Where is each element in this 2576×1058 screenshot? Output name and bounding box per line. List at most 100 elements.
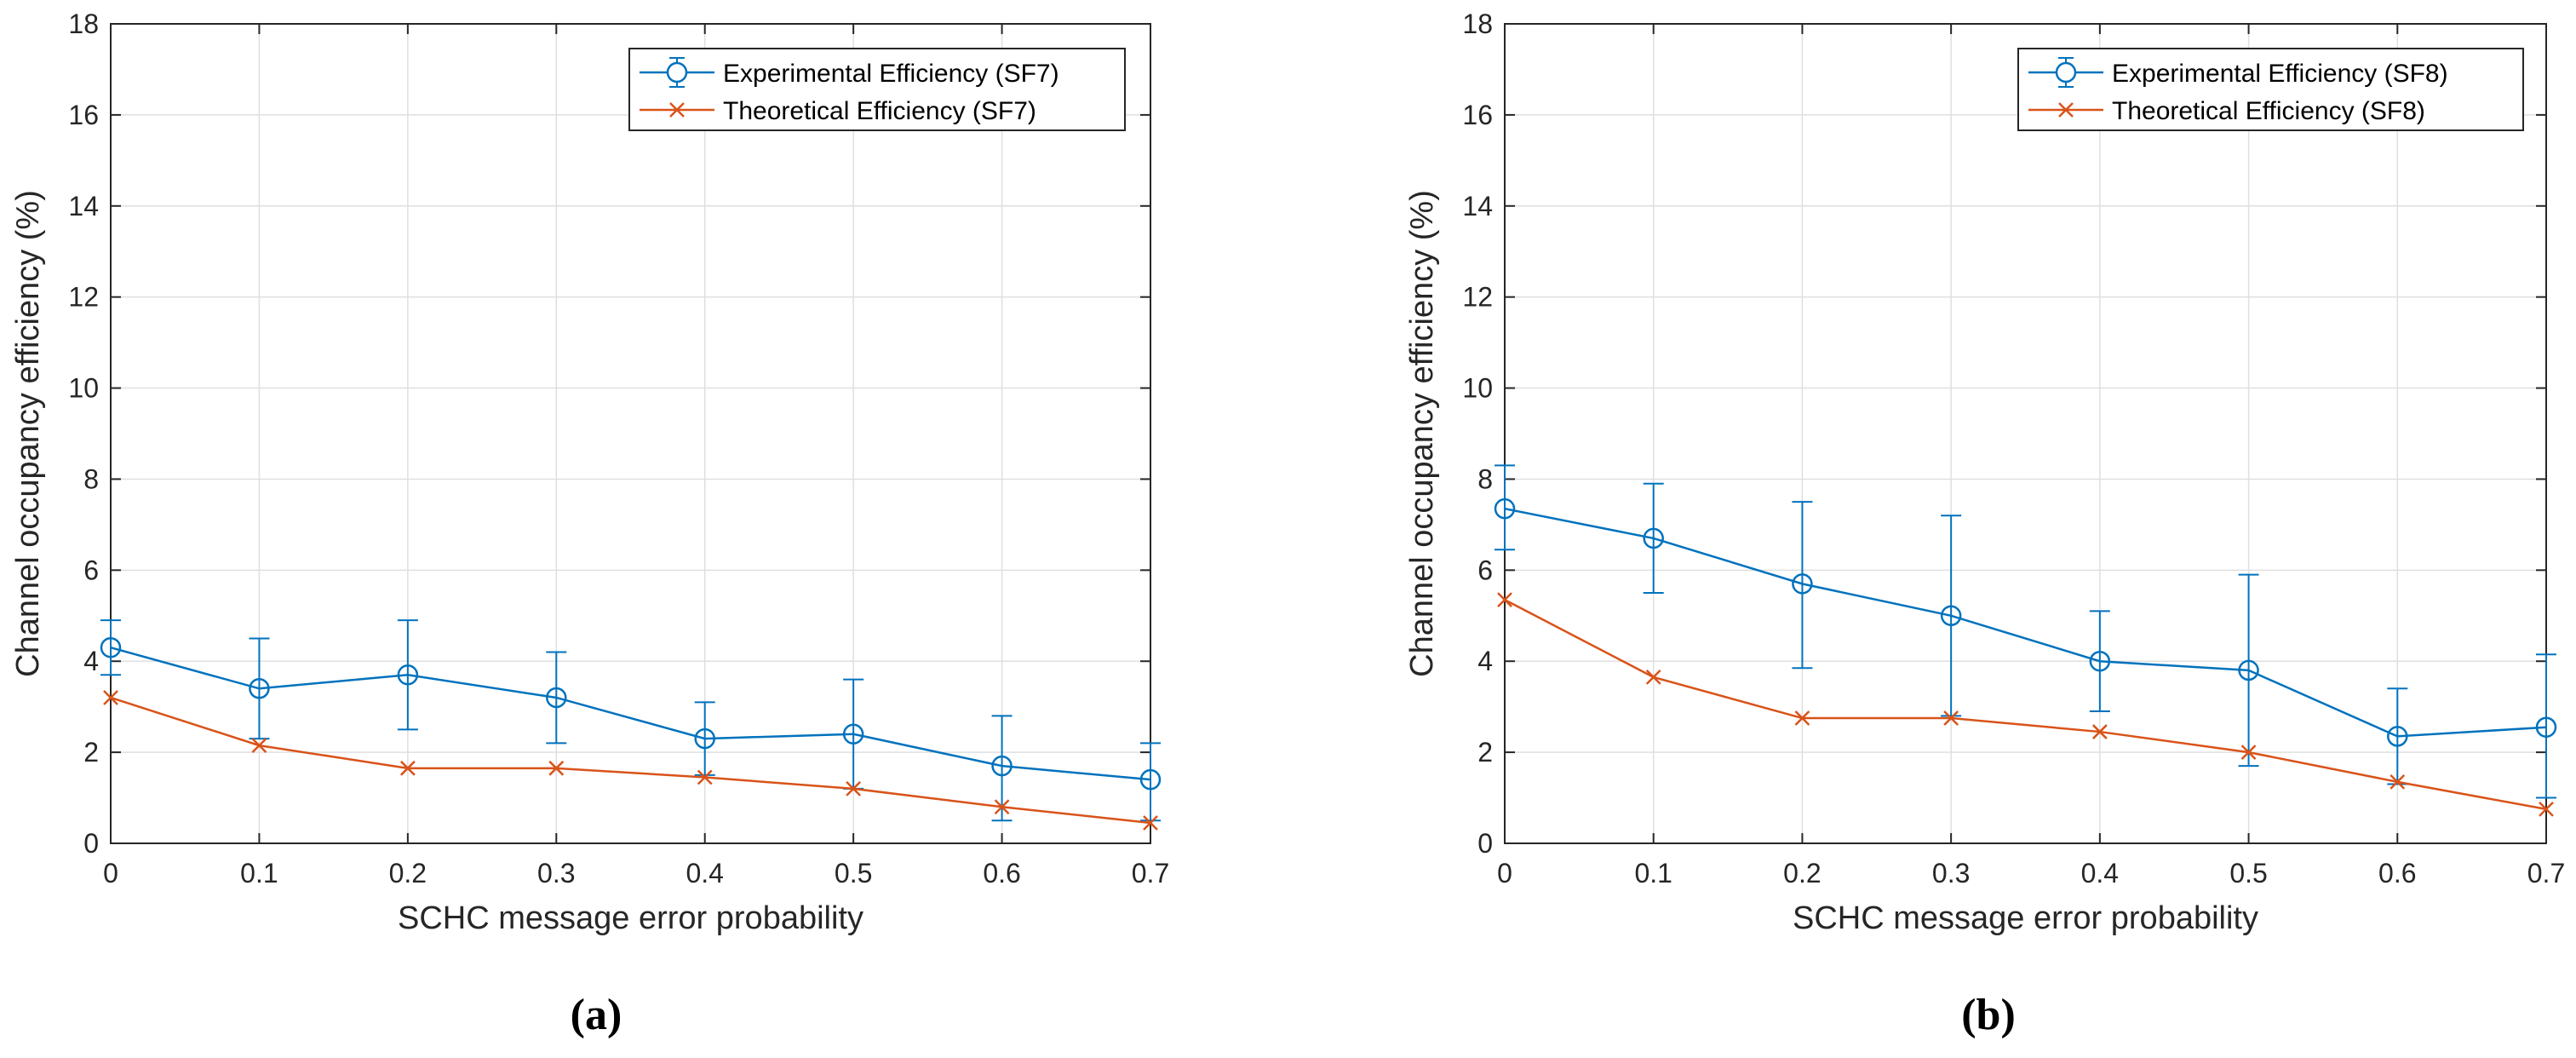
- subfigure-caption: (b): [1961, 991, 2016, 1039]
- x-marker-stroke: [2390, 773, 2406, 790]
- legend-box: [2017, 48, 2524, 131]
- x-marker-stroke: [846, 780, 862, 796]
- legend-box: [628, 48, 1126, 131]
- error-bar: [1792, 501, 1813, 670]
- series-experimental: [1494, 464, 2557, 799]
- x-marker-stroke: [994, 799, 1010, 815]
- x-tick-label: 0.3: [1932, 858, 1970, 888]
- data-point: [994, 799, 1010, 815]
- legend-marker: [669, 102, 685, 118]
- y-tick-label: 16: [68, 100, 99, 130]
- x-tick-label: 0.1: [1634, 858, 1672, 888]
- axes-box: [110, 23, 1151, 844]
- x-marker-stroke: [2091, 724, 2108, 739]
- legend-marker: [2055, 61, 2077, 83]
- y-tick-label: 2: [83, 737, 99, 768]
- data-point: [694, 727, 715, 750]
- legend-entry: Theoretical Efficiency (SF7): [640, 97, 1036, 125]
- x-tick-label: 0.2: [1783, 858, 1821, 888]
- y-tick-label: 12: [1462, 282, 1493, 313]
- y-tick-label: 18: [1462, 9, 1493, 39]
- series-line: [110, 696, 1151, 825]
- error-bar: [1643, 482, 1664, 595]
- error-bar: [2536, 653, 2556, 799]
- error-bar: [694, 701, 715, 776]
- plot-area: [1505, 24, 2546, 843]
- error-bar: [1140, 742, 1161, 822]
- error-bar: [991, 715, 1013, 822]
- x-tick-label: 0.6: [2378, 858, 2416, 888]
- legend-marker: [2058, 102, 2074, 118]
- series-line: [1504, 598, 2547, 811]
- x-marker-stroke: [1645, 670, 1661, 685]
- x-tick-label: 0.5: [2229, 858, 2267, 888]
- data-point: [2238, 659, 2259, 681]
- y-tick-label: 8: [83, 463, 99, 494]
- y-axis: 0 2 4 6 8 10 12 14 16 18: [68, 9, 1150, 859]
- x-tick-label: 0.1: [240, 858, 278, 888]
- y-tick-label: 4: [1477, 646, 1493, 676]
- data-point: [846, 780, 862, 796]
- legend-marker: [666, 61, 688, 83]
- x-tick-label: 0.4: [2081, 858, 2119, 888]
- y-tick-label: 12: [68, 282, 99, 313]
- y-tick-label: 16: [1462, 100, 1493, 130]
- x-tick-label: 0.6: [983, 858, 1020, 888]
- data-point: [1497, 592, 1512, 607]
- x-axis-label: SCHC message error probability: [1793, 900, 2258, 936]
- series-theoretical: [103, 690, 1158, 831]
- x-axis-label: SCHC message error probability: [398, 900, 863, 936]
- x-tick-label: 0.7: [1132, 858, 1169, 888]
- data-point: [249, 678, 270, 699]
- subfigure-caption: (a): [571, 991, 622, 1039]
- data-point: [1645, 670, 1661, 685]
- data-point: [251, 738, 267, 753]
- y-tick-label: 2: [1477, 737, 1493, 768]
- data-point: [697, 769, 713, 785]
- data-point: [1940, 605, 1962, 627]
- chart-a: 0 0.1 0.2 0.3 0.4 0.5 0.6 0.7 0 2 4 6 8 10 12 14 16 18 SCH…: [10, 9, 1169, 1039]
- data-point: [546, 687, 567, 709]
- legend-entry: Experimental Efficiency (SF8): [2028, 57, 2448, 88]
- x-tick-label: 0.3: [537, 858, 575, 888]
- data-point: [1139, 768, 1162, 791]
- y-tick-label: 10: [1462, 373, 1493, 404]
- y-axis: 0 2 4 6 8 10 12 14 16 18: [1462, 9, 2546, 859]
- data-point: [1643, 527, 1664, 549]
- x-marker-stroke: [2240, 745, 2257, 760]
- x-tick-label: 0: [1497, 858, 1512, 888]
- legend-label: Theoretical Efficiency (SF7): [723, 97, 1036, 125]
- x-marker-stroke: [1943, 710, 1959, 726]
- data-point: [2535, 716, 2557, 738]
- x-tick-label: 0.2: [389, 858, 427, 888]
- y-axis-label: Channel occupancy efficiency (%): [10, 190, 46, 677]
- data-point: [103, 690, 118, 705]
- data-point: [2091, 724, 2108, 739]
- data-point: [2089, 650, 2111, 672]
- data-point: [548, 760, 565, 776]
- legend: Experimental Efficiency (SF7) Theoretical…: [628, 48, 1126, 131]
- chart-b: 0 0.1 0.2 0.3 0.4 0.5 0.6 0.7 0 2 4 6 8 10 12 14 16 18 SCH…: [1404, 9, 2565, 1039]
- plot-area: [111, 24, 1150, 843]
- data-point: [1143, 815, 1158, 831]
- x-marker-stroke: [2539, 802, 2554, 817]
- legend: Experimental Efficiency (SF8) Theoretical…: [2017, 48, 2524, 131]
- x-marker-stroke: [251, 738, 267, 753]
- legend-entry: Experimental Efficiency (SF7): [640, 57, 1059, 88]
- legend-label: Theoretical Efficiency (SF8): [2112, 97, 2425, 125]
- data-point: [1943, 710, 1959, 726]
- data-point: [100, 636, 122, 658]
- data-point: [1792, 573, 1813, 595]
- data-point: [2387, 726, 2408, 747]
- data-point: [1794, 710, 1810, 726]
- legend-label: Experimental Efficiency (SF8): [2112, 60, 2448, 88]
- x-marker-stroke: [697, 769, 713, 785]
- legend-entry: Theoretical Efficiency (SF8): [2028, 97, 2425, 125]
- data-point: [2390, 773, 2406, 790]
- y-tick-label: 8: [1477, 463, 1493, 494]
- x-marker-stroke: [548, 760, 565, 776]
- y-axis-label: Channel occupancy efficiency (%): [1404, 190, 1440, 677]
- y-tick-label: 14: [68, 191, 99, 221]
- series-line: [110, 646, 1151, 781]
